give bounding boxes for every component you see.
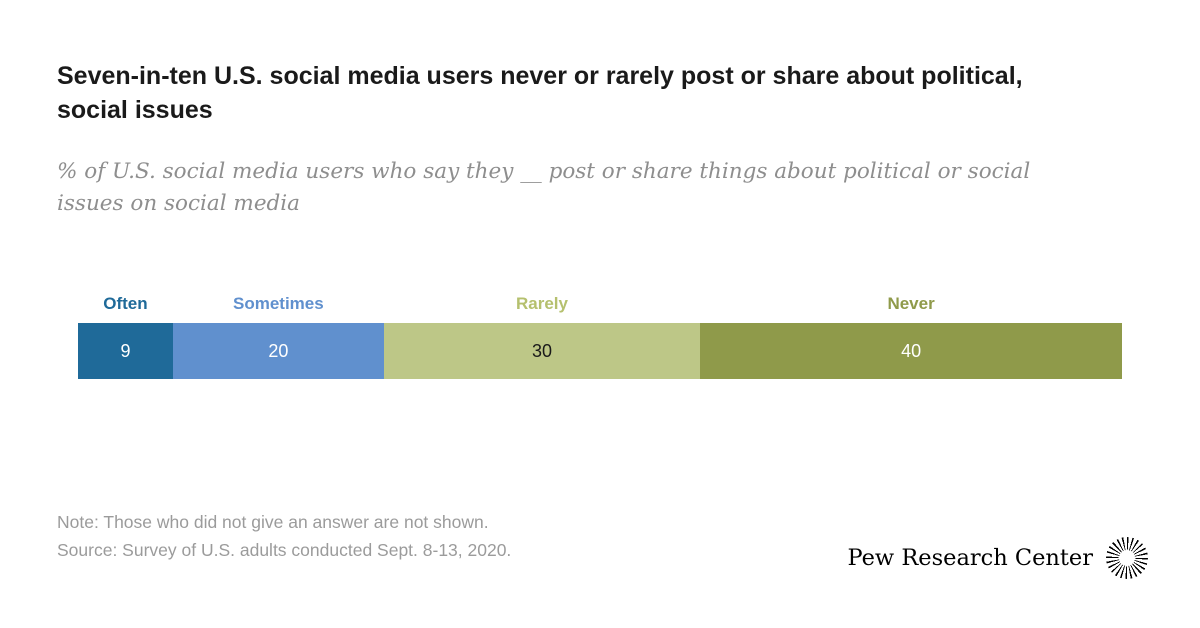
bar-segment-sometimes: Sometimes 20 bbox=[172, 294, 384, 379]
segment-label-sometimes: Sometimes bbox=[233, 294, 324, 313]
segment-label-rarely: Rarely bbox=[516, 294, 568, 313]
brand-name: Pew Research Center bbox=[847, 545, 1093, 571]
pew-sunburst-icon bbox=[1106, 537, 1148, 579]
chart-footnotes: Note: Those who did not give an answer a… bbox=[57, 508, 511, 565]
chart-subtitle: % of U.S. social media users who say the… bbox=[57, 159, 1031, 217]
segment-value-rarely: 30 bbox=[383, 323, 701, 379]
segment-label-never: Never bbox=[887, 294, 935, 313]
segment-value-sometimes: 20 bbox=[172, 323, 384, 379]
bar-segment-rarely: Rarely 30 bbox=[383, 294, 701, 379]
segment-label-often: Often bbox=[103, 294, 148, 313]
segment-value-never: 40 bbox=[700, 323, 1122, 379]
bar-segment-never: Never 40 bbox=[700, 294, 1122, 379]
stacked-bar-chart: Often 9 Sometimes 20 Rarely 30 Never 40 bbox=[78, 294, 1122, 379]
source-line: Source: Survey of U.S. adults conducted … bbox=[57, 540, 512, 561]
brand-lockup: Pew Research Center bbox=[847, 537, 1148, 579]
segment-value-often: 9 bbox=[78, 323, 173, 379]
bar-segments: Often 9 Sometimes 20 Rarely 30 Never 40 bbox=[78, 294, 1122, 379]
note-line: Note: Those who did not give an answer a… bbox=[57, 512, 489, 532]
bar-segment-often: Often 9 bbox=[78, 294, 173, 379]
chart-title: Seven-in-ten U.S. social media users nev… bbox=[57, 62, 1023, 124]
